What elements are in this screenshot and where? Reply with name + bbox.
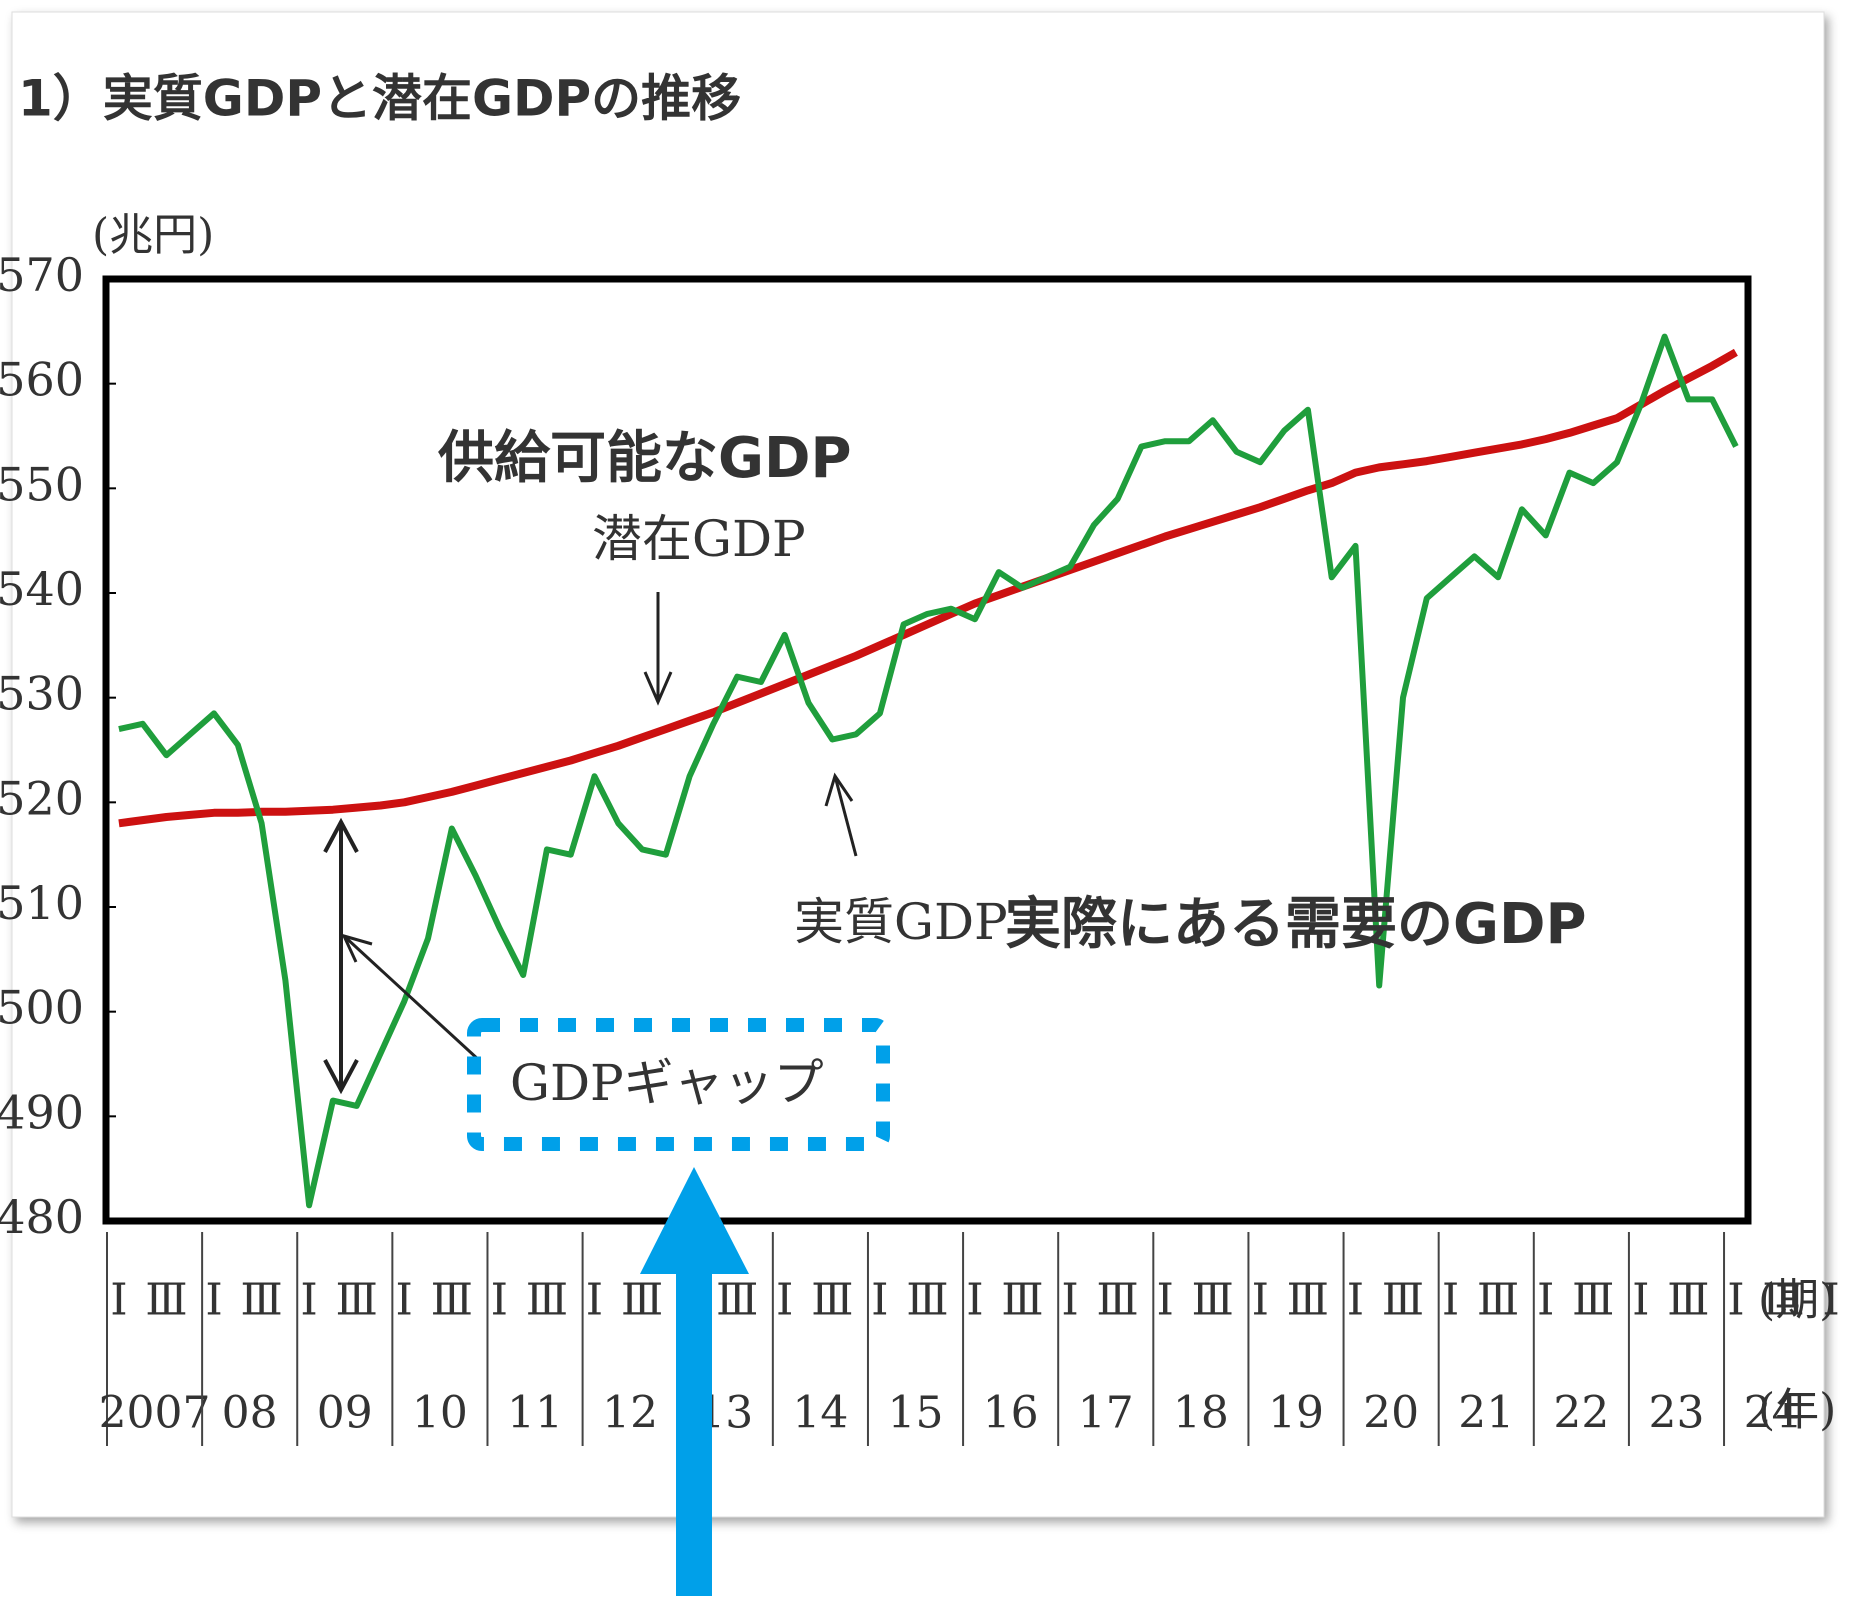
arrow-head xyxy=(323,1059,359,1095)
pointer-arrow-head xyxy=(640,1167,749,1274)
series-label: 実質GDP xyxy=(794,893,1008,951)
x-tick-label: Ⅲ xyxy=(906,1275,948,1326)
x-tick-label: Ⅰ xyxy=(1727,1275,1744,1326)
arrow-head xyxy=(323,817,359,853)
y-tick-label: 500 xyxy=(0,981,84,1035)
arrow-head xyxy=(824,772,854,807)
annotation: 実際にある需要のGDP xyxy=(1005,892,1587,957)
x-tick-label: Ⅰ xyxy=(1252,1275,1269,1326)
year-label: 10 xyxy=(412,1388,468,1439)
pointer-arrow xyxy=(676,1262,712,1596)
year-label: 22 xyxy=(1553,1388,1609,1439)
year-label: 20 xyxy=(1363,1388,1419,1439)
year-label: 18 xyxy=(1173,1388,1229,1439)
y-tick-label: 550 xyxy=(0,457,84,511)
x-tick-label: Ⅲ xyxy=(811,1275,853,1326)
x-tick-label: Ⅰ xyxy=(776,1275,793,1326)
year-label: 09 xyxy=(317,1388,373,1439)
x-tick-label: Ⅰ xyxy=(586,1275,603,1326)
x-tick-label: Ⅲ xyxy=(526,1275,568,1326)
x-unit-quarter: (期) xyxy=(1758,1275,1836,1326)
year-label: 17 xyxy=(1078,1388,1134,1439)
arrow xyxy=(342,934,482,1063)
y-tick-label: 540 xyxy=(0,562,84,616)
year-label: 16 xyxy=(983,1388,1039,1439)
x-tick-label: Ⅰ xyxy=(1822,1275,1839,1326)
year-label: 08 xyxy=(222,1388,278,1439)
x-tick-label: Ⅲ xyxy=(1762,1275,1804,1326)
x-tick-label: Ⅲ xyxy=(1001,1275,1043,1326)
x-tick-label: Ⅰ xyxy=(1442,1275,1459,1326)
annotation: GDPギャップ xyxy=(510,1054,824,1112)
year-label: 19 xyxy=(1268,1388,1324,1439)
year-label: 14 xyxy=(792,1388,848,1439)
series-line xyxy=(118,333,1739,1209)
year-label: 21 xyxy=(1458,1388,1514,1439)
year-label: 2007 xyxy=(99,1388,211,1439)
y-tick-label: 480 xyxy=(0,1190,84,1244)
x-tick-label: Ⅲ xyxy=(240,1275,282,1326)
x-tick-label: Ⅰ xyxy=(491,1275,508,1326)
x-tick-label: Ⅲ xyxy=(1096,1275,1138,1326)
x-tick-label: Ⅰ xyxy=(966,1275,983,1326)
y-tick-label: 570 xyxy=(0,248,84,302)
x-tick-label: Ⅲ xyxy=(1382,1275,1424,1326)
x-tick-label: Ⅰ xyxy=(1157,1275,1174,1326)
y-tick-label: 490 xyxy=(0,1085,84,1139)
arrow xyxy=(833,775,858,857)
y-tick-label: 560 xyxy=(0,353,84,407)
x-tick-label: Ⅰ xyxy=(300,1275,317,1326)
x-tick-label: Ⅲ xyxy=(1572,1275,1614,1326)
x-tick-label: Ⅲ xyxy=(1667,1275,1709,1326)
x-unit-year: (年) xyxy=(1758,1385,1836,1436)
y-unit: (兆円) xyxy=(92,210,214,261)
year-label: 15 xyxy=(888,1388,944,1439)
chart-title: 1）実質GDPと潜在GDPの推移 xyxy=(18,70,741,128)
x-tick-label: Ⅲ xyxy=(1477,1275,1519,1326)
x-tick-label: Ⅰ xyxy=(205,1275,222,1326)
x-tick-label: Ⅰ xyxy=(871,1275,888,1326)
x-tick-label: Ⅰ xyxy=(110,1275,127,1326)
x-tick-label: Ⅲ xyxy=(1192,1275,1234,1326)
year-label: 23 xyxy=(1648,1388,1704,1439)
x-tick-label: Ⅲ xyxy=(621,1275,663,1326)
arrow-head xyxy=(341,933,373,963)
x-tick-label: Ⅰ xyxy=(1347,1275,1364,1326)
x-tick-label: Ⅰ xyxy=(396,1275,413,1326)
highlight-box xyxy=(467,1018,890,1151)
x-tick-label: Ⅲ xyxy=(1287,1275,1329,1326)
plot-frame xyxy=(102,275,1752,1225)
x-tick-label: Ⅰ xyxy=(1061,1275,1078,1326)
x-tick-label: Ⅲ xyxy=(431,1275,473,1326)
arrows xyxy=(323,592,858,1095)
year-label: 24 xyxy=(1744,1388,1800,1439)
y-tick-label: 510 xyxy=(0,876,84,930)
x-tick-label: Ⅲ xyxy=(335,1275,377,1326)
y-tick-label: 520 xyxy=(0,771,84,825)
series-line xyxy=(118,348,1738,828)
arrow-head xyxy=(643,671,673,706)
y-tick-label: 530 xyxy=(0,667,84,721)
annotation: 供給可能なGDP xyxy=(438,426,852,491)
card xyxy=(11,11,1825,1518)
x-tick-label: Ⅲ xyxy=(716,1275,758,1326)
year-label: 12 xyxy=(602,1388,658,1439)
x-tick-label: Ⅰ xyxy=(1537,1275,1554,1326)
x-tick-label: Ⅲ xyxy=(145,1275,187,1326)
x-tick-label: Ⅰ xyxy=(1632,1275,1649,1326)
series-label: 潜在GDP xyxy=(592,510,806,568)
year-label: 11 xyxy=(507,1388,563,1439)
